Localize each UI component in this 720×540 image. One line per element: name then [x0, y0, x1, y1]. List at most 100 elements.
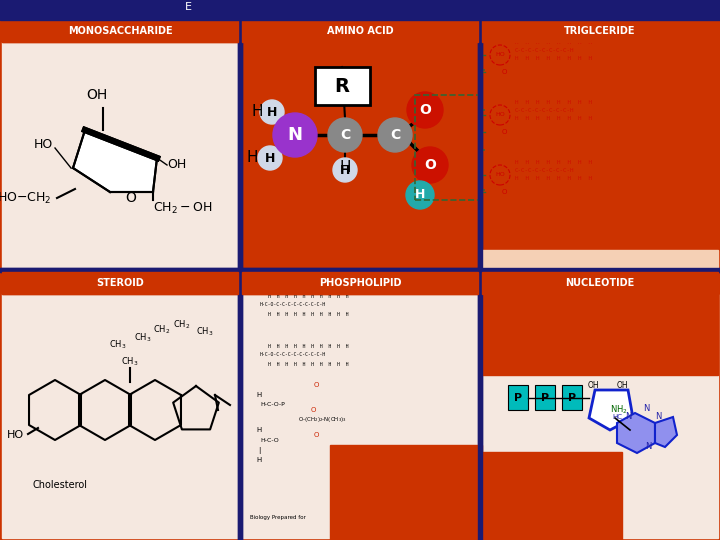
Text: TRIGLCERIDE: TRIGLCERIDE [564, 26, 636, 36]
Text: O: O [501, 69, 507, 75]
Bar [478, 18, 482, 540]
Text: O: O [125, 191, 136, 205]
Text: CH$_2$: CH$_2$ [153, 324, 171, 336]
Bar [242, 20, 478, 42]
Text: N: N [655, 412, 662, 421]
Text: OH: OH [167, 159, 186, 172]
Text: N: N [643, 404, 649, 413]
Text: H  H  H  H  H  H  H  H: H H H H H H H H [515, 176, 592, 180]
Text: N: N [645, 442, 652, 451]
Circle shape [328, 118, 362, 152]
Bar [2, 272, 238, 294]
Bar [2, 20, 238, 42]
Bar [562, 385, 582, 410]
Text: AMINO ACID: AMINO ACID [327, 26, 393, 36]
Bar [482, 20, 718, 42]
Bar [330, 445, 482, 540]
Text: C-C-C-C-C-C-C-C-H: C-C-C-C-C-C-C-C-H [515, 48, 575, 52]
Text: Cholesterol: Cholesterol [32, 480, 88, 490]
Text: OH: OH [616, 381, 628, 389]
Text: CH$_3$: CH$_3$ [109, 339, 127, 351]
Text: CH$_3$: CH$_3$ [134, 332, 152, 345]
Bar [242, 272, 478, 294]
Text: H: H [251, 105, 263, 119]
Bar [238, 18, 242, 540]
Text: H: H [267, 105, 277, 118]
Bar [0, 0, 720, 18]
Polygon shape [655, 417, 677, 447]
Circle shape [412, 147, 448, 183]
Text: PHOSPHOLIPID: PHOSPHOLIPID [319, 278, 401, 288]
Bar [2, 272, 238, 294]
Text: O: O [313, 432, 319, 438]
Text: O: O [501, 129, 507, 135]
Text: H  H  H  H  H  H  H  H  H  H: H H H H H H H H H H [268, 294, 348, 299]
Polygon shape [73, 130, 157, 192]
Text: H  H  H  H  H  H  H  H: H H H H H H H H [515, 159, 592, 165]
Text: H: H [246, 151, 258, 165]
Bar [0, 268, 720, 272]
Text: H  H  H  H  H  H  H  H: H H H H H H H H [515, 99, 592, 105]
Bar [415, 95, 480, 200]
Text: C-C-C-C-C-C-C-C-H: C-C-C-C-C-C-C-C-H [515, 167, 575, 172]
Text: P: P [568, 393, 576, 403]
Text: H: H [256, 427, 261, 433]
Text: MONOSACCHARIDE: MONOSACCHARIDE [68, 26, 172, 36]
Text: OH: OH [86, 88, 107, 102]
Bar [242, 272, 478, 294]
Bar [482, 272, 718, 294]
Bar [478, 20, 482, 540]
Circle shape [260, 100, 284, 124]
Text: H: H [340, 164, 350, 177]
Bar [535, 385, 555, 410]
Bar [2, 294, 238, 538]
Text: CH$_3$: CH$_3$ [197, 326, 214, 338]
Text: Biology Prepared for: Biology Prepared for [250, 516, 306, 521]
Text: C-C-C-C-C-C-C-C-H: C-C-C-C-C-C-C-C-H [515, 107, 575, 112]
Text: NH$_2$: NH$_2$ [610, 404, 628, 416]
Text: O: O [310, 407, 315, 413]
Text: HO: HO [6, 430, 24, 440]
Text: AMINO ACID: AMINO ACID [327, 26, 393, 36]
Text: H: H [415, 188, 426, 201]
Text: CH$_3$: CH$_3$ [121, 356, 139, 368]
Circle shape [258, 146, 282, 170]
Text: NUCLEOTIDE: NUCLEOTIDE [565, 278, 634, 288]
Text: |: | [258, 447, 261, 454]
Bar [482, 294, 718, 538]
Circle shape [406, 181, 434, 209]
Text: MONOSACCHARIDE: MONOSACCHARIDE [68, 26, 172, 36]
Text: H-C-O: H-C-O [260, 437, 279, 442]
Text: H-C-O-C-C-C-C-C-C-C-C-H: H-C-O-C-C-C-C-C-C-C-C-H [260, 302, 326, 307]
Polygon shape [617, 413, 655, 453]
Text: P: P [514, 393, 522, 403]
Text: HO: HO [495, 112, 505, 118]
Text: CH$_2$: CH$_2$ [174, 319, 191, 331]
Bar [2, 42, 238, 268]
Text: H-C-O-C-C-C-C-C-C-C-C-H: H-C-O-C-C-C-C-C-C-C-C-H [260, 353, 326, 357]
Bar [482, 250, 718, 270]
Text: H  H  H  H  H  H  H  H  H  H: H H H H H H H H H H [268, 343, 348, 348]
Text: PHOSPHOLIPID: PHOSPHOLIPID [319, 278, 401, 288]
Text: STEROID: STEROID [96, 278, 144, 288]
Text: O: O [501, 189, 507, 195]
Bar [242, 20, 478, 42]
Text: C: C [390, 128, 400, 142]
Circle shape [273, 113, 317, 157]
Text: H  H  H  H  H  H  H  H: H H H H H H H H [515, 56, 592, 60]
Bar [0, 0, 720, 20]
Circle shape [407, 92, 443, 128]
Text: O: O [424, 158, 436, 172]
Text: H  H  H  H  H  H  H  H: H H H H H H H H [515, 39, 592, 44]
Text: N: N [625, 412, 631, 421]
Text: HO: HO [495, 172, 505, 178]
Text: E: E [185, 2, 192, 12]
Bar [2, 20, 238, 42]
Text: C: C [340, 128, 350, 142]
Text: E: E [185, 18, 193, 31]
Text: O: O [419, 103, 431, 117]
Text: NUCLEOTIDE: NUCLEOTIDE [565, 278, 634, 288]
Bar [315, 67, 370, 105]
Text: OH: OH [588, 381, 599, 389]
Circle shape [378, 118, 412, 152]
